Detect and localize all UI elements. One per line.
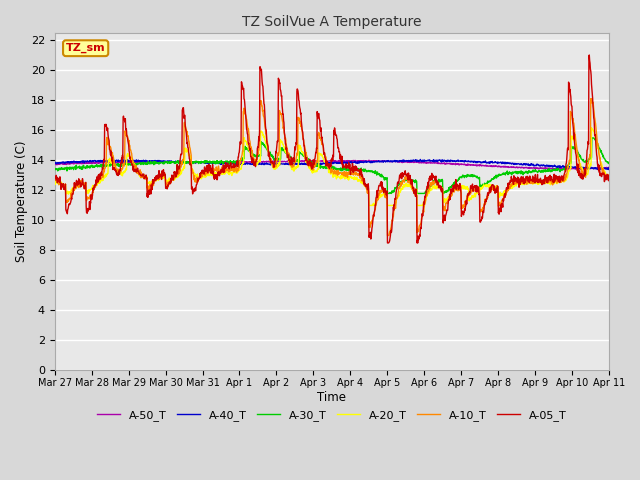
A-30_T — [383, 191, 391, 196]
A-10_T — [116, 168, 124, 174]
A-40_T — [116, 158, 124, 164]
A-10_T — [383, 232, 391, 238]
A-10_T — [588, 96, 595, 102]
A-30_T — [51, 166, 59, 171]
A-50_T — [51, 162, 59, 168]
Line: A-50_T: A-50_T — [55, 160, 609, 169]
A-05_T — [94, 177, 102, 182]
A-05_T — [586, 52, 593, 58]
A-10_T — [94, 178, 102, 184]
A-20_T — [51, 179, 59, 184]
A-50_T — [116, 160, 124, 166]
Text: TZ_sm: TZ_sm — [66, 43, 106, 53]
A-40_T — [51, 159, 59, 165]
A-05_T — [605, 174, 612, 180]
A-40_T — [94, 158, 102, 164]
A-05_T — [51, 177, 59, 183]
Title: TZ SoilVue A Temperature: TZ SoilVue A Temperature — [242, 15, 422, 29]
Line: A-20_T: A-20_T — [55, 128, 609, 205]
A-05_T — [298, 119, 305, 124]
A-50_T — [307, 159, 315, 165]
A-05_T — [366, 232, 374, 238]
A-10_T — [605, 174, 612, 180]
Legend: A-50_T, A-40_T, A-30_T, A-20_T, A-10_T, A-05_T: A-50_T, A-40_T, A-30_T, A-20_T, A-10_T, … — [93, 406, 571, 426]
A-20_T — [588, 125, 595, 131]
A-20_T — [298, 148, 305, 154]
A-10_T — [298, 122, 305, 128]
A-10_T — [366, 225, 374, 230]
A-40_T — [286, 161, 294, 167]
A-20_T — [286, 160, 294, 166]
A-20_T — [367, 203, 374, 208]
A-40_T — [366, 159, 374, 165]
Line: A-40_T: A-40_T — [55, 159, 609, 169]
A-20_T — [307, 168, 315, 173]
A-10_T — [286, 158, 294, 164]
A-05_T — [286, 159, 294, 165]
A-30_T — [366, 169, 374, 175]
A-50_T — [286, 158, 294, 164]
A-30_T — [286, 155, 294, 160]
A-05_T — [116, 168, 124, 173]
A-05_T — [307, 163, 315, 168]
A-20_T — [94, 180, 102, 186]
A-30_T — [298, 151, 305, 157]
A-50_T — [367, 158, 374, 164]
X-axis label: Time: Time — [317, 391, 346, 404]
A-30_T — [94, 164, 102, 170]
Line: A-05_T: A-05_T — [55, 55, 609, 243]
A-20_T — [605, 175, 612, 181]
A-30_T — [116, 162, 124, 168]
A-40_T — [417, 156, 424, 162]
A-40_T — [298, 161, 305, 167]
A-50_T — [605, 165, 612, 170]
A-05_T — [383, 240, 391, 246]
Y-axis label: Soil Temperature (C): Soil Temperature (C) — [15, 141, 28, 263]
Line: A-30_T: A-30_T — [55, 138, 609, 193]
A-30_T — [307, 159, 315, 165]
A-40_T — [307, 161, 315, 167]
A-10_T — [51, 177, 59, 183]
A-30_T — [605, 161, 612, 167]
A-50_T — [298, 158, 305, 164]
A-30_T — [588, 135, 596, 141]
A-50_T — [321, 157, 329, 163]
A-20_T — [365, 203, 373, 208]
A-50_T — [94, 160, 102, 166]
A-20_T — [116, 171, 124, 177]
A-10_T — [307, 165, 315, 171]
Line: A-10_T: A-10_T — [55, 99, 609, 235]
A-40_T — [605, 167, 612, 172]
A-50_T — [564, 166, 572, 172]
